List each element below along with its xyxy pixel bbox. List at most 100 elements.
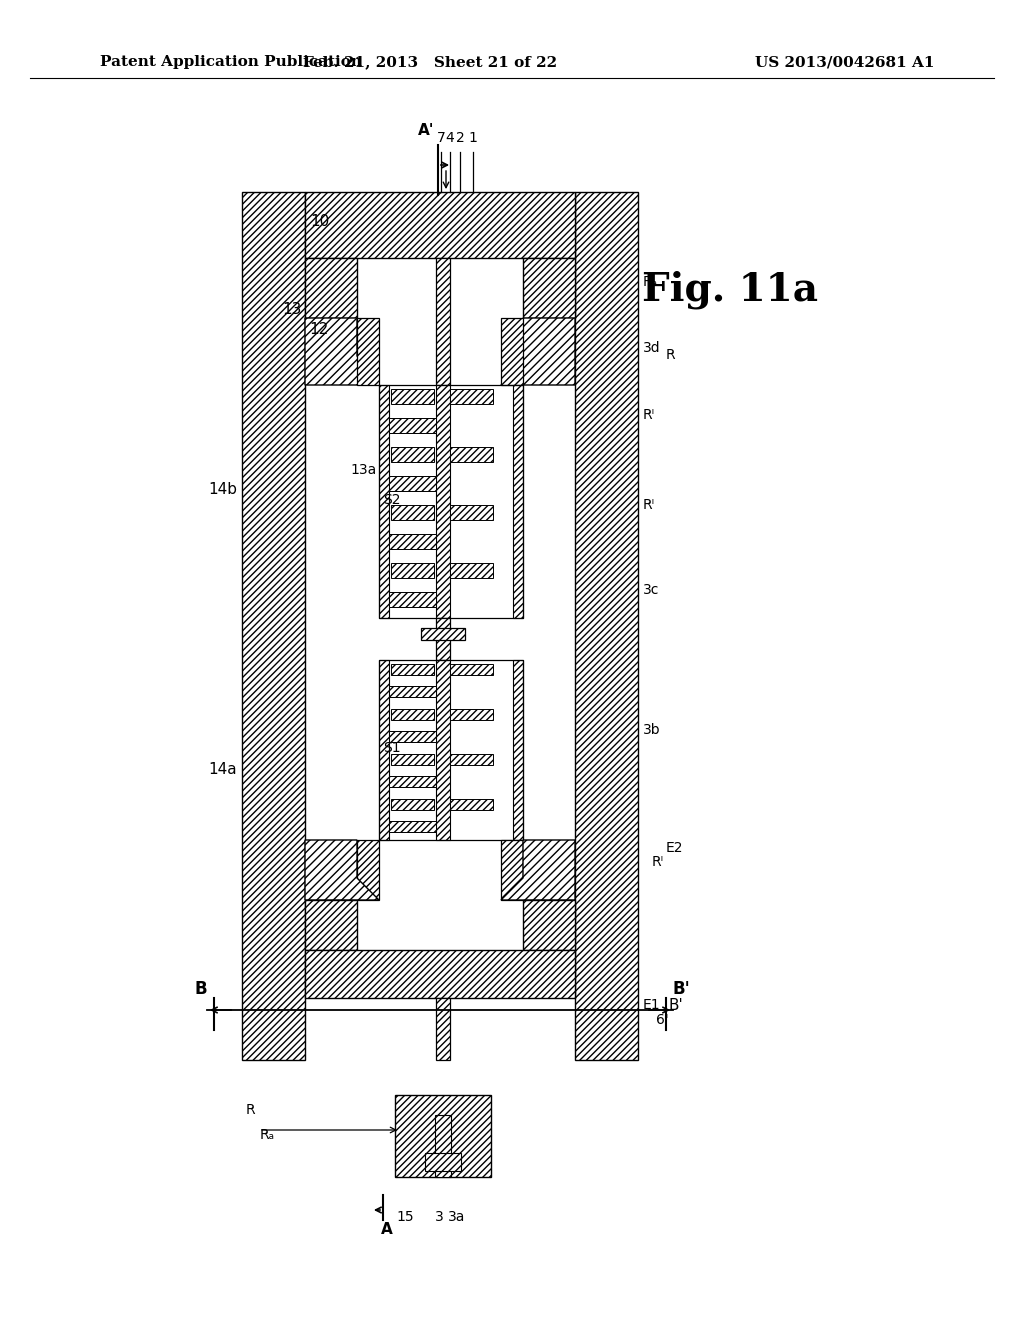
Bar	[389, 418, 436, 433]
Bar	[450, 754, 493, 766]
Bar	[436, 385, 450, 618]
Bar	[389, 731, 436, 742]
Bar	[305, 257, 357, 318]
Bar	[450, 799, 493, 810]
Bar	[391, 799, 434, 810]
Polygon shape	[305, 840, 379, 900]
Bar	[389, 418, 436, 433]
Bar	[435, 1115, 451, 1177]
Bar	[379, 385, 523, 618]
Bar	[436, 660, 450, 840]
Text: Fig. 11a: Fig. 11a	[642, 271, 818, 309]
Bar	[389, 477, 436, 491]
Bar	[379, 385, 389, 618]
Text: B': B'	[668, 998, 683, 1012]
Bar	[389, 821, 436, 832]
Bar	[450, 564, 493, 578]
Bar	[357, 318, 379, 385]
Bar	[450, 664, 493, 675]
Bar	[523, 257, 575, 318]
Text: Feb. 21, 2013   Sheet 21 of 22: Feb. 21, 2013 Sheet 21 of 22	[303, 55, 557, 69]
Text: 10: 10	[310, 214, 330, 230]
Bar	[391, 389, 434, 404]
Text: Rᴵ: Rᴵ	[643, 408, 655, 422]
Bar	[523, 900, 575, 950]
Bar	[389, 776, 436, 787]
Text: A': A'	[418, 123, 434, 139]
Polygon shape	[501, 840, 575, 900]
Bar	[305, 900, 357, 950]
Bar	[389, 686, 436, 697]
Text: B': B'	[673, 979, 691, 998]
Text: R: R	[666, 348, 676, 362]
Bar	[391, 447, 434, 462]
Text: 13: 13	[283, 302, 302, 318]
Bar	[391, 564, 434, 578]
Bar	[389, 686, 436, 697]
Bar	[389, 821, 436, 832]
Bar	[421, 628, 465, 640]
Text: S2: S2	[383, 492, 400, 507]
Bar	[391, 664, 434, 675]
Bar	[436, 998, 450, 1060]
Text: B: B	[195, 979, 207, 998]
Text: 13a: 13a	[351, 463, 377, 477]
Text: Rᴵ: Rᴵ	[643, 498, 655, 512]
Bar	[450, 389, 493, 404]
Text: 3: 3	[434, 1210, 443, 1224]
Text: 3a: 3a	[449, 1210, 466, 1224]
Text: 3d: 3d	[643, 341, 660, 355]
Bar	[242, 191, 305, 1060]
Bar	[513, 385, 523, 618]
Text: US 2013/0042681 A1: US 2013/0042681 A1	[755, 55, 935, 69]
Bar	[391, 754, 434, 766]
Text: S1: S1	[383, 741, 400, 755]
Bar	[501, 840, 523, 900]
Bar	[389, 776, 436, 787]
Polygon shape	[501, 318, 575, 385]
Bar	[389, 477, 436, 491]
Bar	[513, 660, 523, 840]
Text: 12: 12	[309, 322, 329, 338]
Text: 1: 1	[469, 131, 477, 145]
Text: Patent Application Publication: Patent Application Publication	[100, 55, 362, 69]
Text: 4: 4	[445, 131, 455, 145]
Bar	[436, 257, 450, 385]
Bar	[389, 535, 436, 549]
Bar	[379, 660, 523, 840]
Bar	[450, 709, 493, 719]
Text: 3c: 3c	[643, 583, 659, 597]
Bar	[305, 191, 575, 257]
Bar	[379, 660, 389, 840]
Text: 15: 15	[396, 1210, 414, 1224]
Bar	[389, 591, 436, 607]
Bar	[450, 447, 493, 462]
Text: 14b: 14b	[208, 483, 237, 498]
Text: Rᴵ: Rᴵ	[652, 855, 665, 869]
Text: E2: E2	[666, 841, 683, 855]
Bar	[391, 709, 434, 719]
Text: E1: E1	[643, 998, 660, 1012]
Text: 7: 7	[436, 131, 445, 145]
Text: 2: 2	[456, 131, 464, 145]
Bar	[389, 731, 436, 742]
Text: 3b: 3b	[643, 723, 660, 737]
Bar	[391, 506, 434, 520]
Bar	[575, 191, 638, 1060]
Text: 6': 6'	[656, 1012, 669, 1027]
Bar	[357, 840, 379, 900]
Text: Rₐ: Rₐ	[643, 275, 658, 289]
Text: 14a: 14a	[208, 763, 237, 777]
Text: Rₐ: Rₐ	[260, 1129, 275, 1142]
Bar	[389, 591, 436, 607]
Bar	[436, 618, 450, 660]
Polygon shape	[305, 318, 379, 385]
Bar	[305, 950, 575, 998]
Bar	[389, 535, 436, 549]
Bar	[501, 318, 523, 385]
Bar	[425, 1152, 461, 1171]
Bar	[450, 506, 493, 520]
Bar	[395, 1096, 490, 1177]
Text: A: A	[381, 1222, 393, 1237]
Text: R: R	[246, 1104, 256, 1117]
